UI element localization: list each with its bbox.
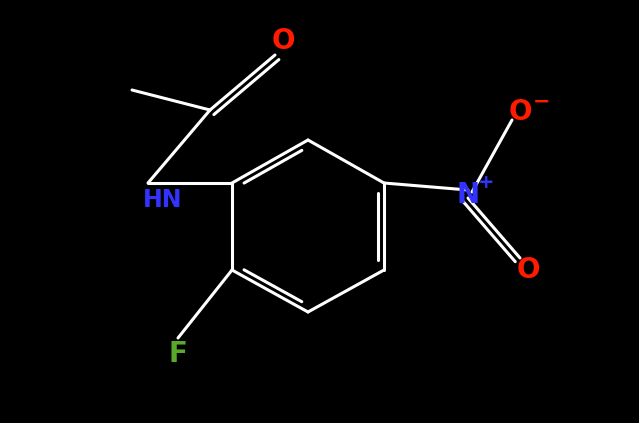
Text: O: O xyxy=(508,98,532,126)
Text: −: − xyxy=(534,92,551,112)
Text: F: F xyxy=(169,340,187,368)
Text: O: O xyxy=(271,27,295,55)
Text: O: O xyxy=(516,256,540,284)
Text: HN: HN xyxy=(143,188,183,212)
Text: +: + xyxy=(478,173,494,192)
Text: N: N xyxy=(456,181,479,209)
